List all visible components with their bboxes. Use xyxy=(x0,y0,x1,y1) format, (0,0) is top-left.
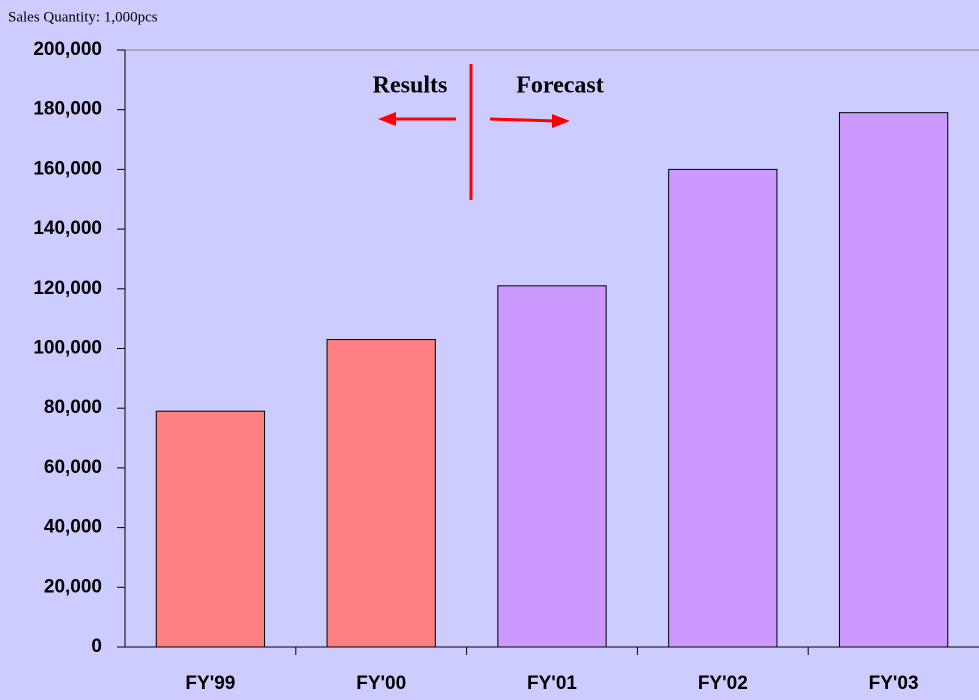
arrow-head xyxy=(378,112,396,126)
x-tick-label: FY'00 xyxy=(356,673,406,694)
x-tick-label: FY'03 xyxy=(869,673,919,694)
arrow xyxy=(489,117,557,123)
y-tick-label: 140,000 xyxy=(33,218,102,239)
x-tick-label: FY'01 xyxy=(527,673,577,694)
y-tick-label: 100,000 xyxy=(33,338,102,359)
x-tick-label: FY'02 xyxy=(698,673,748,694)
y-tick-label: 0 xyxy=(91,636,102,657)
x-tick-label: FY'99 xyxy=(185,673,235,694)
bar xyxy=(155,410,266,648)
bar xyxy=(497,285,607,648)
y-tick-label: 160,000 xyxy=(33,158,102,179)
bar xyxy=(668,168,778,648)
y-tick-label: 80,000 xyxy=(44,397,102,418)
y-tick-label: 120,000 xyxy=(33,278,102,299)
annotation: Forecast xyxy=(516,73,604,99)
y-tick-label: 40,000 xyxy=(44,517,102,538)
unit-label: Sales Quantity: 1,000pcs xyxy=(8,9,158,25)
bar xyxy=(326,339,436,648)
annotation: Results xyxy=(373,73,448,99)
bar xyxy=(838,112,949,648)
y-tick-label: 60,000 xyxy=(44,457,102,478)
y-tick-label: 20,000 xyxy=(44,576,102,597)
y-tick-label: 180,000 xyxy=(33,99,102,120)
y-tick-label: 200,000 xyxy=(33,39,102,60)
arrow-head xyxy=(552,114,570,128)
